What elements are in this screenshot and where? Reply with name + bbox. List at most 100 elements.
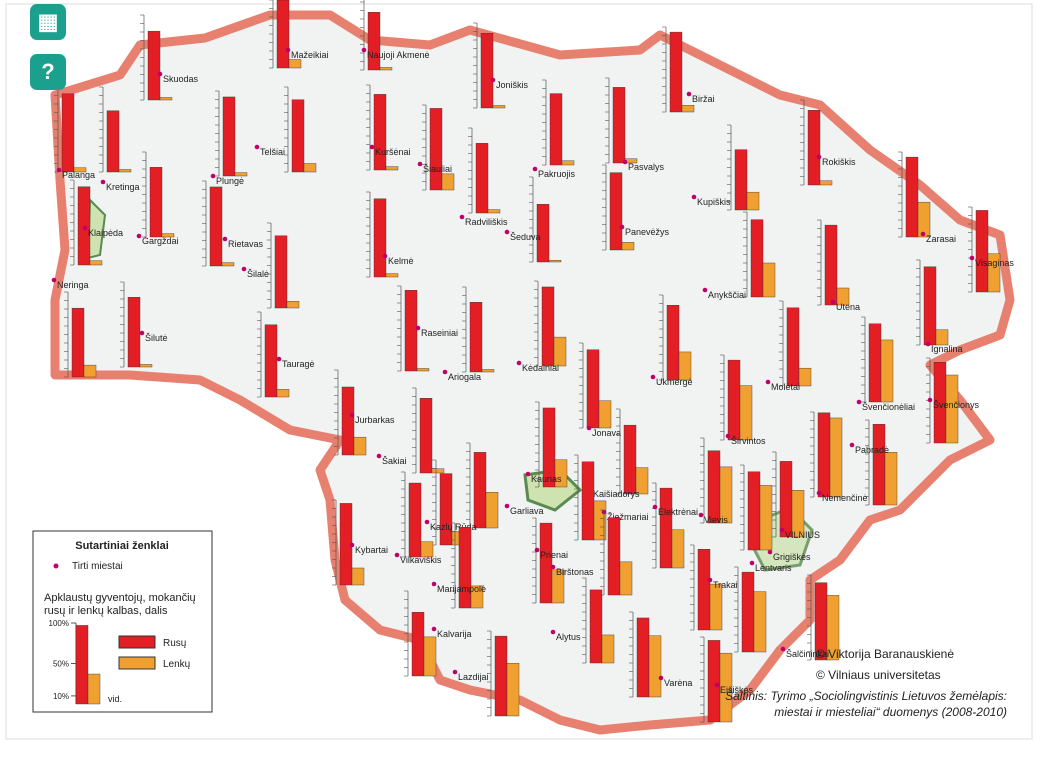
bar-polish <box>83 364 97 378</box>
city-label: Žiežmariai <box>607 512 649 522</box>
bar-polish <box>288 59 302 69</box>
bar-russian <box>666 305 680 381</box>
city-label: Širvintos <box>731 436 766 446</box>
city-marker <box>254 144 260 150</box>
bar-russian <box>408 482 422 558</box>
city-label: Plungė <box>216 176 244 186</box>
city-label: Tauragė <box>282 359 315 369</box>
city-label: Klaipėda <box>88 228 123 238</box>
bar-russian <box>458 527 472 609</box>
bar-polish <box>89 260 103 266</box>
bar-polish <box>492 105 506 109</box>
bar-polish <box>441 173 455 191</box>
city-marker <box>394 552 400 558</box>
bar-russian <box>549 93 563 166</box>
city-label: Varėna <box>664 678 692 688</box>
bar-polish <box>935 329 949 346</box>
legend-box <box>32 530 213 713</box>
city-label: Radviliškis <box>465 217 508 227</box>
bar-russian <box>541 286 555 367</box>
bar-polish <box>621 242 635 251</box>
bar-polish <box>159 97 173 101</box>
city-label: Mažeikiai <box>291 50 329 60</box>
city-marker <box>686 91 692 97</box>
city-marker <box>920 231 926 237</box>
city-label: Molėtai <box>771 382 800 392</box>
bar-russian <box>623 424 637 495</box>
city-marker <box>504 229 510 235</box>
city-label: Palanga <box>62 170 95 180</box>
bar-russian <box>373 94 387 171</box>
bar-polish <box>385 273 399 278</box>
bar-polish <box>379 67 393 71</box>
bar-russian <box>149 167 163 238</box>
bar-polish <box>829 417 843 498</box>
city-label: Skuodas <box>163 74 199 84</box>
city-marker <box>691 194 697 200</box>
bar-russian <box>779 461 793 538</box>
bar-russian <box>807 109 821 186</box>
bar-polish <box>987 253 1001 293</box>
bar-polish <box>709 583 723 631</box>
menu-button[interactable]: ▦ <box>30 4 66 40</box>
city-marker <box>830 299 836 305</box>
city-label: Kelmė <box>388 256 414 266</box>
city-label: Kaišiadorys <box>593 489 640 499</box>
city-label: Kupiškis <box>697 197 731 207</box>
legend-label: vid. <box>108 694 122 704</box>
bar-polish <box>221 262 235 267</box>
city-label: Joniškis <box>496 80 529 90</box>
help-button[interactable]: ? <box>30 54 66 90</box>
legend-bar-russian <box>75 625 89 705</box>
city-label: Šilutė <box>145 333 168 343</box>
city-label: Zarasai <box>926 234 956 244</box>
city-marker <box>222 236 228 242</box>
city-marker <box>241 266 247 272</box>
bar-russian <box>609 172 623 251</box>
city-label: Garliava <box>510 506 544 516</box>
bar-russian <box>341 386 355 456</box>
city-marker <box>136 233 142 239</box>
city-label: VILNIUS <box>785 530 820 540</box>
legend-marker <box>53 563 59 569</box>
bar-russian <box>669 31 683 113</box>
city-label: Raseiniai <box>421 328 458 338</box>
city-marker <box>969 255 975 261</box>
city-marker <box>622 159 628 165</box>
city-label: Alytus <box>556 632 581 642</box>
city-marker <box>816 154 822 160</box>
city-label: Kėdainiai <box>522 363 559 373</box>
legend-tick-label: 50% <box>53 660 69 669</box>
bar-russian <box>659 487 673 569</box>
bar-russian <box>473 452 487 529</box>
bar-polish <box>385 166 399 171</box>
city-marker <box>504 503 510 509</box>
bar-polish <box>753 591 767 653</box>
bar-russian <box>607 517 621 596</box>
bar-polish <box>791 490 805 538</box>
bar-russian <box>475 143 489 214</box>
bar-polish <box>554 459 568 488</box>
city-marker <box>417 161 423 167</box>
city-marker <box>516 360 522 366</box>
city-label: Pasvalys <box>628 162 665 172</box>
bar-russian <box>539 522 553 604</box>
city-label: Rietavas <box>228 239 264 249</box>
bar-russian <box>612 87 626 164</box>
city-label: Kretinga <box>106 182 140 192</box>
city-marker <box>725 433 731 439</box>
city-label: Ariogala <box>448 372 481 382</box>
bar-polish <box>303 163 317 173</box>
bar-russian <box>264 324 278 398</box>
legend-tick-label: 100% <box>49 619 69 628</box>
source: Šaltinis: Tyrimo „Sociolingvistinis Liet… <box>725 688 1007 703</box>
bar-polish <box>286 301 300 309</box>
bar-russian <box>734 149 748 211</box>
bar-russian <box>71 307 85 378</box>
city-marker <box>849 442 855 448</box>
legend-title: Sutartiniai ženklai <box>75 540 169 552</box>
bar-russian <box>480 33 494 109</box>
bar-polish <box>648 635 662 698</box>
bar-polish <box>826 595 840 661</box>
